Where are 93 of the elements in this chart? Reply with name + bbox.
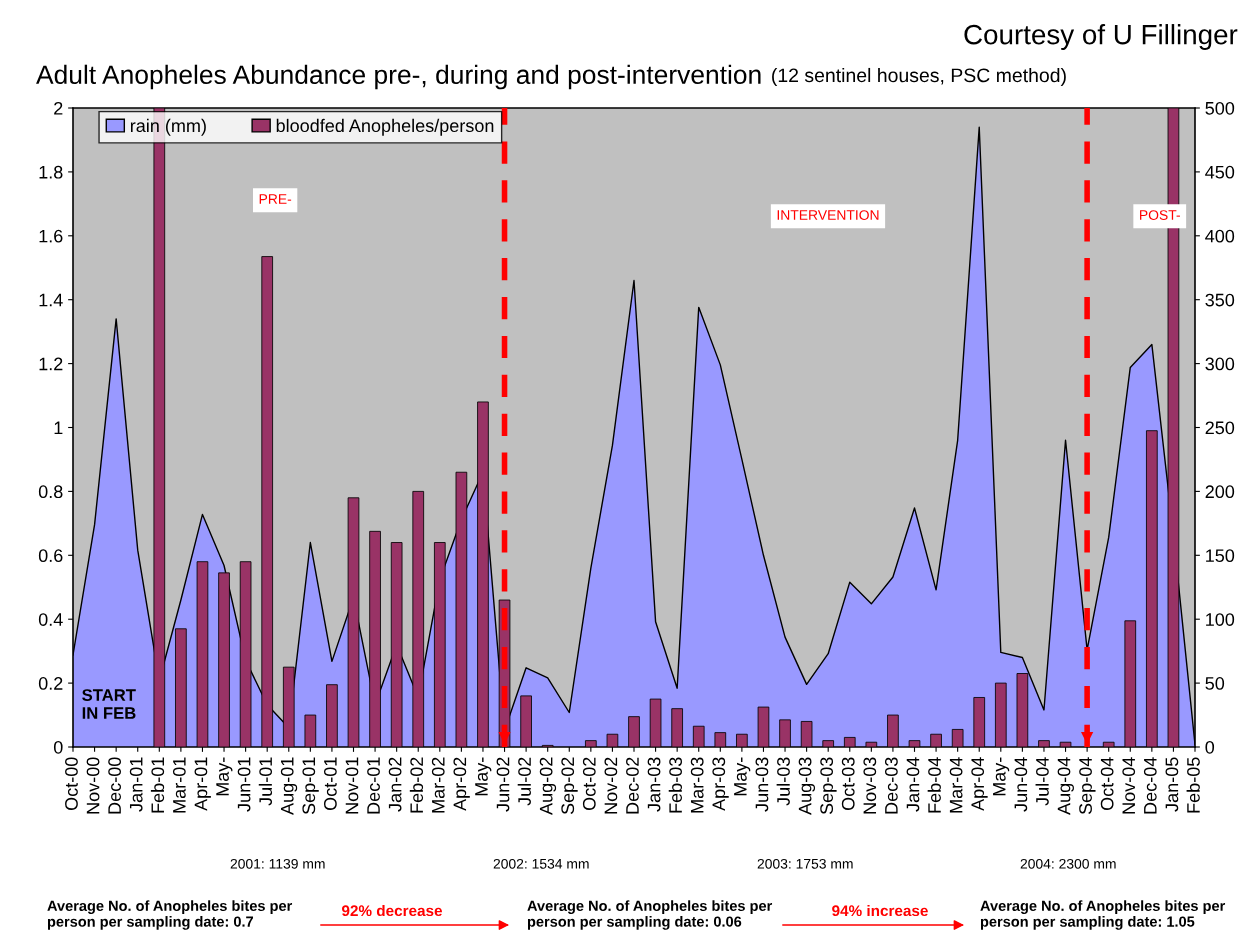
y2-tick-label: 100 xyxy=(1206,613,1235,626)
legend-label: bloodfed Anopheles/person xyxy=(276,118,494,136)
x-tick-label: Dec-01 xyxy=(367,757,380,814)
x-tick-label: Nov-01 xyxy=(345,757,359,814)
y2-tick-label: 500 xyxy=(1205,101,1235,115)
x-tick-label: Nov-04 xyxy=(1122,757,1136,814)
x-tick-label: Aug-03 xyxy=(798,757,816,815)
x-tick-label: Jul-04 xyxy=(1035,757,1049,806)
annotation: PRE- xyxy=(259,194,292,204)
y-tick-label: 0 xyxy=(53,740,63,754)
y2-tick-label: 0 xyxy=(1205,740,1215,754)
text: 2003: 1753 mm xyxy=(757,858,853,869)
x-tick-label: Jan-03 xyxy=(647,757,661,812)
y-tick-label: 1.6 xyxy=(39,229,63,243)
y-tick-label: 1.2 xyxy=(39,357,63,371)
x-tick-label: Oct-01 xyxy=(323,757,337,811)
y-tick-label: 0.8 xyxy=(38,485,63,499)
x-tick-label: Feb-05 xyxy=(1186,757,1200,813)
y2-tick-label: 300 xyxy=(1205,357,1235,371)
y-tick-label: 2 xyxy=(54,101,63,115)
text: Average No. of Anopheles bites per person per sampling date: 0.06 xyxy=(527,900,773,930)
x-tick-label: Feb-02 xyxy=(409,757,424,813)
y2-tick-label: 250 xyxy=(1205,421,1235,435)
x-tick-label: Jul-02 xyxy=(517,757,531,806)
legend-label: rain (mm) xyxy=(130,118,206,136)
x-tick-label: Feb-01 xyxy=(150,757,165,813)
y-tick-label: 1 xyxy=(54,421,63,435)
x-tick-label: Jul-03 xyxy=(776,757,790,806)
y2-tick-label: 150 xyxy=(1206,549,1235,563)
x-tick-label: Apr-03 xyxy=(712,757,729,811)
x-tick-label: Nov-02 xyxy=(604,757,618,814)
y2-tick-label: 450 xyxy=(1205,165,1235,179)
x-tick-label: Apr-02 xyxy=(453,757,470,811)
x-tick-label: Dec-03 xyxy=(884,757,898,814)
x-tick-label: Jan-04 xyxy=(906,757,920,812)
x-tick-label: Oct-02 xyxy=(582,757,596,811)
x-tick-label: Jan-02 xyxy=(388,757,402,812)
chart-title: Adult Anopheles Abundance pre-, during and post-intervention xyxy=(36,64,761,90)
y-tick-label: 0.2 xyxy=(38,677,63,690)
y-tick-label: 0.4 xyxy=(38,613,63,626)
y2-tick-label: 200 xyxy=(1205,485,1235,499)
x-tick-label: Sep-04 xyxy=(1079,757,1096,815)
x-tick-label: Dec-00 xyxy=(108,757,121,814)
x-tick-label: Jun-02 xyxy=(496,757,510,812)
x-tick-label: Nov-00 xyxy=(86,757,100,814)
x-tick-label: Jan-05 xyxy=(1165,757,1179,812)
x-tick-label: May- xyxy=(734,757,751,796)
x-tick-label: Mar-01 xyxy=(172,757,186,813)
y2-tick-label: 50 xyxy=(1205,677,1225,690)
y2-tick-label: 350 xyxy=(1205,293,1235,307)
x-tick-label: Aug-04 xyxy=(1057,757,1074,815)
text: 94% increase xyxy=(832,904,928,917)
y-tick-label: 0.6 xyxy=(38,549,63,563)
text: 2004: 2300 mm xyxy=(1020,858,1116,869)
x-tick-label: Sep-03 xyxy=(820,757,837,815)
x-tick-label: Sep-01 xyxy=(302,757,319,815)
x-tick-label: May- xyxy=(993,757,1010,796)
annotation: INTERVENTION xyxy=(777,210,879,220)
x-tick-label: May- xyxy=(475,757,492,796)
y-tick-label: 1.4 xyxy=(39,293,63,307)
text: 92% decrease xyxy=(341,904,443,917)
x-tick-label: Dec-02 xyxy=(626,757,639,814)
x-tick-label: Jun-04 xyxy=(1014,757,1028,812)
annotation: POST- xyxy=(1140,210,1180,220)
x-tick-label: Feb-03 xyxy=(668,757,682,813)
x-tick-label: Aug-02 xyxy=(539,757,557,815)
x-tick-label: Oct-00 xyxy=(65,757,78,811)
chart-subtitle: (12 sentinel houses, PSC method) xyxy=(772,67,1066,87)
x-tick-label: Mar-03 xyxy=(690,757,704,813)
x-tick-label: Jun-03 xyxy=(755,757,769,812)
x-tick-label: Jan-01 xyxy=(129,757,143,812)
x-tick-label: Sep-02 xyxy=(561,757,578,815)
x-tick-label: Apr-04 xyxy=(971,757,988,811)
text: 2002: 1534 mm xyxy=(493,858,589,869)
x-tick-label: Feb-04 xyxy=(927,757,941,813)
x-tick-label: Oct-04 xyxy=(1100,757,1114,811)
text: 2001: 1139 mm xyxy=(230,858,325,869)
x-tick-label: Nov-03 xyxy=(863,757,877,814)
text: Average No. of Anopheles bites per person per sampling date: 1.05 xyxy=(980,900,1226,930)
x-tick-label: Apr-01 xyxy=(194,757,211,811)
x-tick-label: Dec-04 xyxy=(1143,757,1157,814)
x-tick-label: Mar-02 xyxy=(431,757,445,813)
text: Courtesy of U Fillinger xyxy=(964,24,1238,50)
x-tick-label: Mar-04 xyxy=(949,757,963,813)
x-tick-label: Aug-01 xyxy=(280,757,298,815)
text: Average No. of Anopheles bites per person per sampling date: 0.7 xyxy=(47,900,293,930)
x-tick-label: Oct-03 xyxy=(841,757,855,811)
x-tick-label: Jul-01 xyxy=(258,757,273,806)
x-tick-label: May- xyxy=(216,757,233,796)
annotation: START IN FEB xyxy=(82,689,136,719)
y-tick-label: 1.8 xyxy=(39,165,63,179)
y2-tick-label: 400 xyxy=(1205,229,1235,243)
x-tick-label: Jun-01 xyxy=(237,757,251,812)
